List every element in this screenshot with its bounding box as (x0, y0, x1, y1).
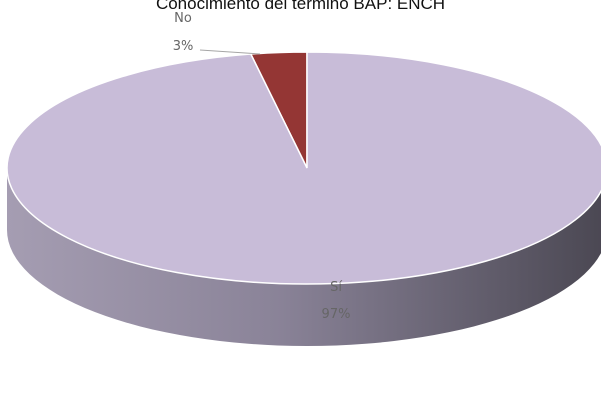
slice-label-si: Sí (330, 280, 342, 295)
pie-slice-si (6, 51, 601, 285)
chart-title: Conocimiento del término BAP: ENCH (155, 0, 446, 13)
slice-label-no: No (174, 11, 192, 26)
slice-value-no: 3% (173, 39, 194, 54)
leader-line-no (199, 49, 261, 55)
pie-side-wall (7, 168, 601, 346)
slice-value-si: 97% (322, 307, 351, 322)
